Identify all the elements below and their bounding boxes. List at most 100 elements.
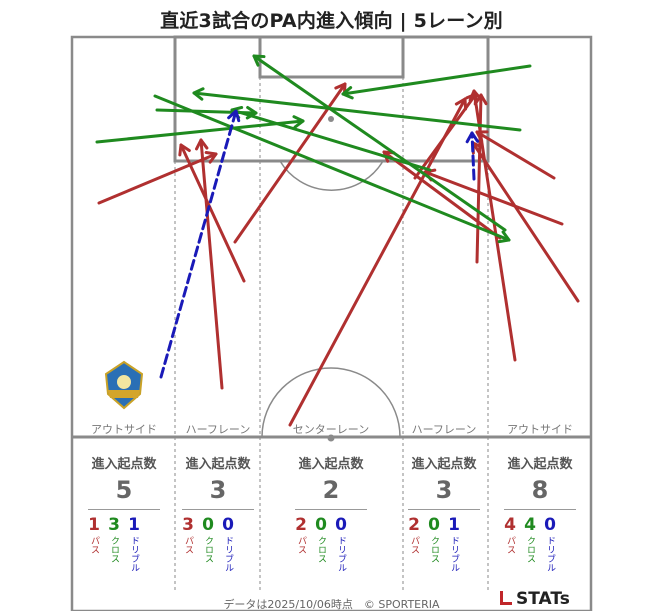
lane-pass-count-4: 4 パス [500, 514, 520, 554]
lane-pass-label-2: パス [296, 536, 306, 554]
lane-cross-label-3: クロス [429, 536, 439, 563]
pass-arrow-11 [382, 150, 502, 240]
lane-cross-count-4: 4 クロス [520, 514, 540, 563]
lane-cross-value-0: 3 [108, 515, 120, 535]
lane-total-3: 3 [435, 476, 453, 504]
penalty-spot [328, 116, 334, 122]
lane-stat-heading-3: 進入起点数 [411, 457, 477, 472]
lane-pass-value-1: 3 [182, 515, 194, 535]
lane-cross-count-0: 3 クロス [104, 514, 124, 563]
lane-stat-rule-2 [295, 509, 367, 510]
lane-stat-rule-1 [182, 509, 254, 510]
pass-arrow-8 [475, 130, 556, 180]
pass-arrowhead-4 [454, 97, 468, 111]
lane-dribble-value-4: 0 [544, 515, 556, 535]
cross-arrowhead-1 [497, 230, 511, 244]
lane-stat-heading-4: 進入起点数 [507, 457, 573, 472]
pass-arrowhead-10 [474, 93, 488, 106]
lane-total-1: 3 [209, 476, 227, 504]
cross-arrowhead-3 [341, 86, 354, 100]
lane-label-3: ハーフレーン [411, 423, 477, 436]
cross-arrow-4 [192, 91, 522, 132]
lane-stat-rule-4 [504, 509, 576, 510]
pass-arrowhead-1 [178, 143, 191, 157]
lane-cross-value-1: 0 [202, 515, 214, 535]
brand-mark-icon [500, 591, 512, 605]
lane-cross-label-2: クロス [316, 536, 326, 563]
chart-title: 直近3試合のPA内進入傾向 | 5レーン別 [160, 10, 503, 32]
lane-cross-value-3: 0 [428, 515, 440, 535]
lane-pass-label-0: パス [89, 536, 99, 554]
dribble-arrow-0 [159, 109, 238, 379]
lane-dribble-label-1: ドリブル [223, 536, 233, 572]
pass-arrow-0 [97, 152, 218, 205]
lane-total-0: 5 [115, 476, 133, 504]
lane-dribble-count-1: 0 ドリブル [218, 514, 238, 572]
club-emblem-icon [104, 360, 144, 410]
goal-area [258, 35, 405, 79]
cross-arrow-3 [341, 64, 532, 96]
pass-arrow-2 [199, 138, 224, 390]
lane-dribble-label-4: ドリブル [545, 536, 555, 572]
pass-arrow-9 [423, 170, 564, 226]
cross-arrow-0 [95, 119, 305, 144]
pass-arrow-10 [475, 93, 483, 264]
lane-stat-heading-0: 進入起点数 [91, 457, 157, 472]
lane-cross-label-1: クロス [203, 536, 213, 563]
dribble-arrow-1 [470, 131, 476, 181]
brand-text: STATs [516, 589, 570, 609]
entry-arrows [95, 54, 580, 427]
lane-pass-value-4: 4 [504, 515, 516, 535]
lane-stat-heading-1: 進入起点数 [185, 457, 251, 472]
cross-arrow-6 [230, 108, 432, 172]
pass-arrow-5 [413, 92, 478, 180]
lane-dribble-label-3: ドリブル [449, 536, 459, 572]
lane-dribble-label-2: ドリブル [336, 536, 346, 572]
dribble-arrowhead-1 [465, 131, 480, 144]
lane-label-2: センターレーン [292, 423, 370, 436]
lane-dribble-count-0: 1 ドリブル [124, 514, 144, 572]
pass-arrowhead-3 [334, 82, 347, 96]
lane-total-4: 8 [531, 476, 549, 504]
lane-label-1: ハーフレーン [185, 423, 251, 436]
lane-pass-label-1: パス [183, 536, 193, 554]
lane-label-0: アウトサイド [91, 423, 157, 436]
lane-dribble-count-4: 0 ドリブル [540, 514, 560, 572]
lane-pass-value-3: 2 [408, 515, 420, 535]
pass-arrow-1 [179, 143, 246, 283]
cross-arrow-5 [252, 54, 507, 232]
lane-pass-count-1: 3 パス [178, 514, 198, 554]
lane-cross-label-4: クロス [525, 536, 535, 563]
lane-dribble-value-0: 1 [128, 515, 140, 535]
lane-cross-count-3: 0 クロス [424, 514, 444, 563]
lane-cross-label-0: クロス [109, 536, 119, 563]
lane-dribble-value-1: 0 [222, 515, 234, 535]
lane-cross-count-2: 0 クロス [311, 514, 331, 563]
pass-arrowhead-0 [204, 150, 218, 164]
cross-arrow-1 [153, 94, 511, 242]
cross-arrowhead-0 [292, 115, 305, 129]
footer-note: データは2025/10/06時点 © SPORTERIA [223, 598, 440, 611]
penalty-arc [279, 160, 384, 191]
lane-stat-rule-3 [408, 509, 480, 510]
lane-dribble-value-2: 0 [335, 515, 347, 535]
lane-total-2: 2 [322, 476, 340, 504]
lane-pass-value-0: 1 [88, 515, 100, 535]
lane-dribble-label-0: ドリブル [129, 536, 139, 572]
lane-cross-count-1: 0 クロス [198, 514, 218, 563]
lane-pass-label-3: パス [409, 536, 419, 554]
lane-pass-label-4: パス [505, 536, 515, 554]
center-spot [327, 434, 335, 442]
lane-dribble-count-2: 0 ドリブル [331, 514, 351, 572]
lane-pass-count-3: 2 パス [404, 514, 424, 554]
pass-arrow-4 [288, 97, 467, 427]
pass-arrow-3 [233, 82, 347, 244]
lane-label-4: アウトサイド [507, 423, 573, 436]
lane-pass-value-2: 2 [295, 515, 307, 535]
lane-cross-value-2: 0 [315, 515, 327, 535]
lane-pass-count-2: 2 パス [291, 514, 311, 554]
lane-stat-heading-2: 進入起点数 [298, 457, 364, 472]
lane-pass-count-0: 1 パス [84, 514, 104, 554]
cross-arrowhead-4 [192, 87, 205, 101]
pass-arrowhead-6 [468, 89, 482, 102]
